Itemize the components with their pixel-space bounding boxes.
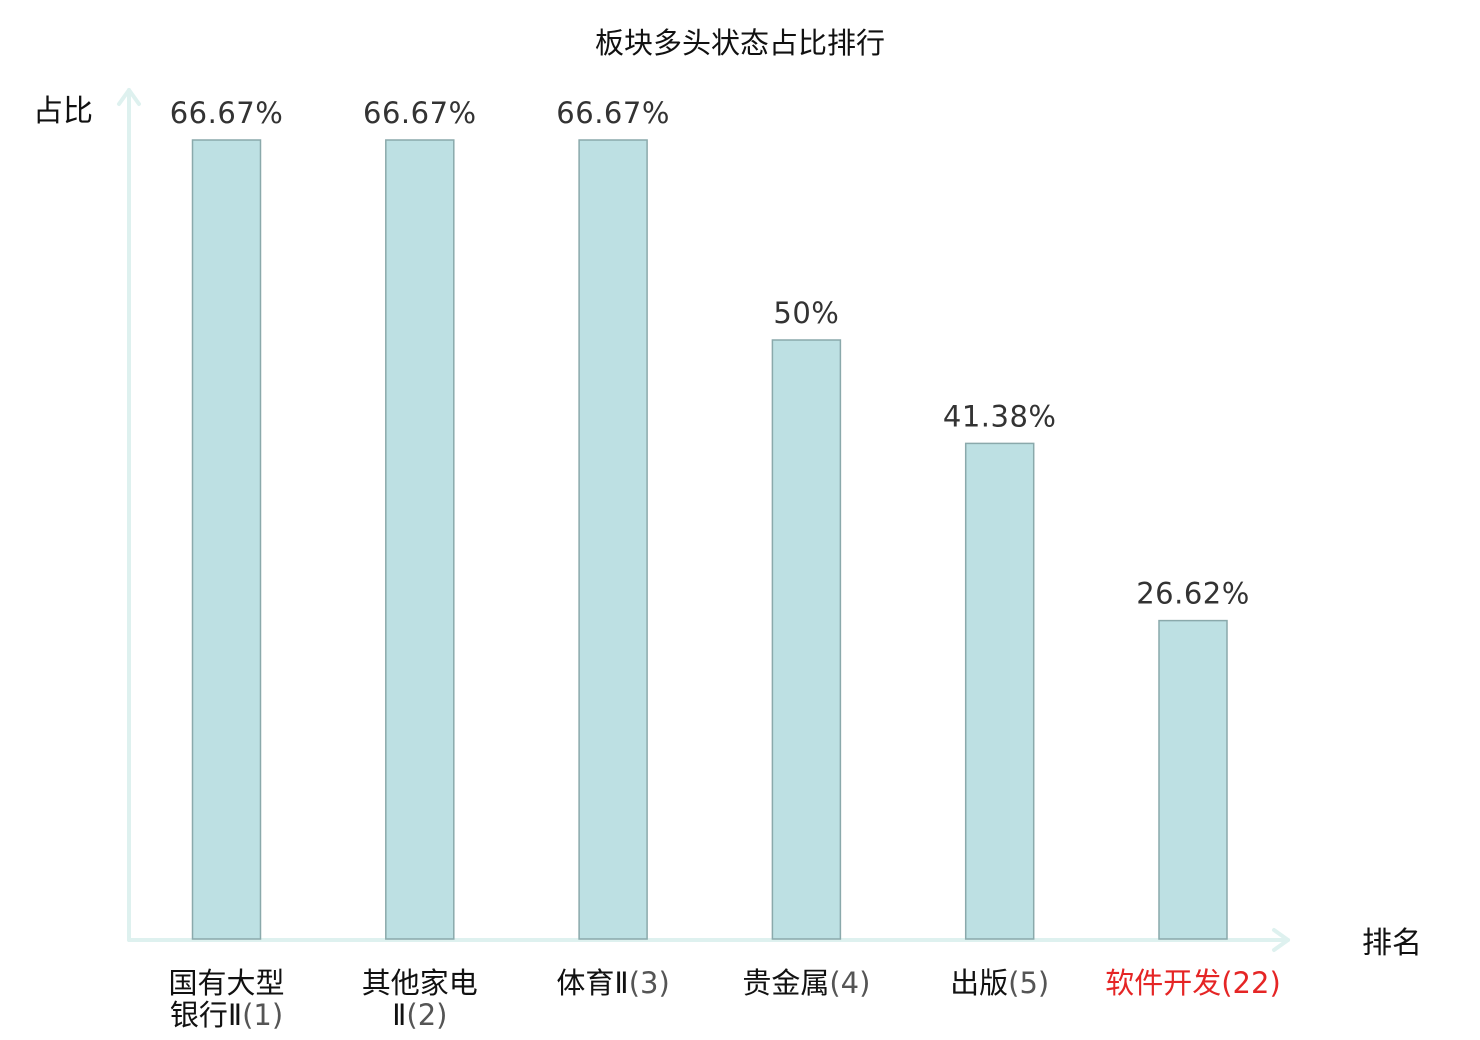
x-tick-label: Ⅱ(2): [392, 998, 447, 1032]
category-rank: (3): [629, 966, 670, 1000]
x-axis-arrowhead: [1272, 928, 1290, 952]
data-label: 66.67%: [170, 96, 284, 130]
category-name: 银行Ⅱ: [170, 998, 242, 1032]
category-name: 体育Ⅱ: [556, 966, 628, 1000]
category-name: 贵金属: [742, 966, 829, 1000]
chart-title: 板块多头状态占比排行: [595, 26, 885, 60]
category-name: 软件开发: [1105, 966, 1221, 1000]
bar: [1158, 619, 1228, 940]
bar: [191, 139, 262, 940]
x-axis-label: 排名: [1362, 926, 1422, 961]
x-tick-label: 国有大型: [168, 966, 284, 1000]
bar: [578, 139, 648, 940]
x-tick-label: 其他家电: [362, 966, 478, 1000]
bar-series: [191, 139, 1228, 940]
category-name: 国有大型: [168, 966, 284, 1000]
category-rank: (5): [1008, 966, 1049, 1000]
data-label: 66.67%: [363, 96, 477, 130]
x-tick-label: 体育Ⅱ(3): [556, 966, 669, 1000]
category-name: 出版: [950, 966, 1008, 1000]
category-rank: (4): [829, 966, 870, 1000]
category-name: 其他家电: [362, 966, 478, 1000]
category-rank: (22): [1221, 966, 1281, 1000]
data-label: 66.67%: [556, 96, 670, 130]
value-labels: 66.67% 66.67% 66.67% 50% 41.38% 26.62%: [170, 96, 1250, 611]
bar: [964, 442, 1035, 940]
category-rank: (1): [242, 998, 283, 1032]
data-label: 50%: [773, 296, 839, 330]
category-name: Ⅱ: [392, 998, 406, 1032]
x-tick-label: 银行Ⅱ(1): [170, 998, 283, 1032]
data-label: 41.38%: [943, 399, 1057, 433]
x-tick-label: 软件开发(22): [1105, 966, 1281, 1000]
data-label: 26.62%: [1136, 577, 1250, 611]
y-axis-label: 占比: [33, 94, 93, 129]
bar: [771, 339, 842, 940]
category-rank: (2): [406, 998, 447, 1032]
x-tick-label: 贵金属(4): [742, 966, 870, 1000]
x-tick-label: 出版(5): [950, 966, 1049, 1000]
bar: [385, 139, 455, 940]
